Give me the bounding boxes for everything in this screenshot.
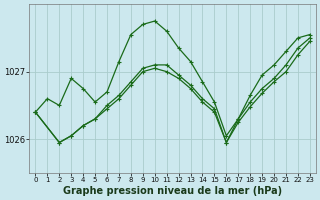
X-axis label: Graphe pression niveau de la mer (hPa): Graphe pression niveau de la mer (hPa) — [63, 186, 282, 196]
